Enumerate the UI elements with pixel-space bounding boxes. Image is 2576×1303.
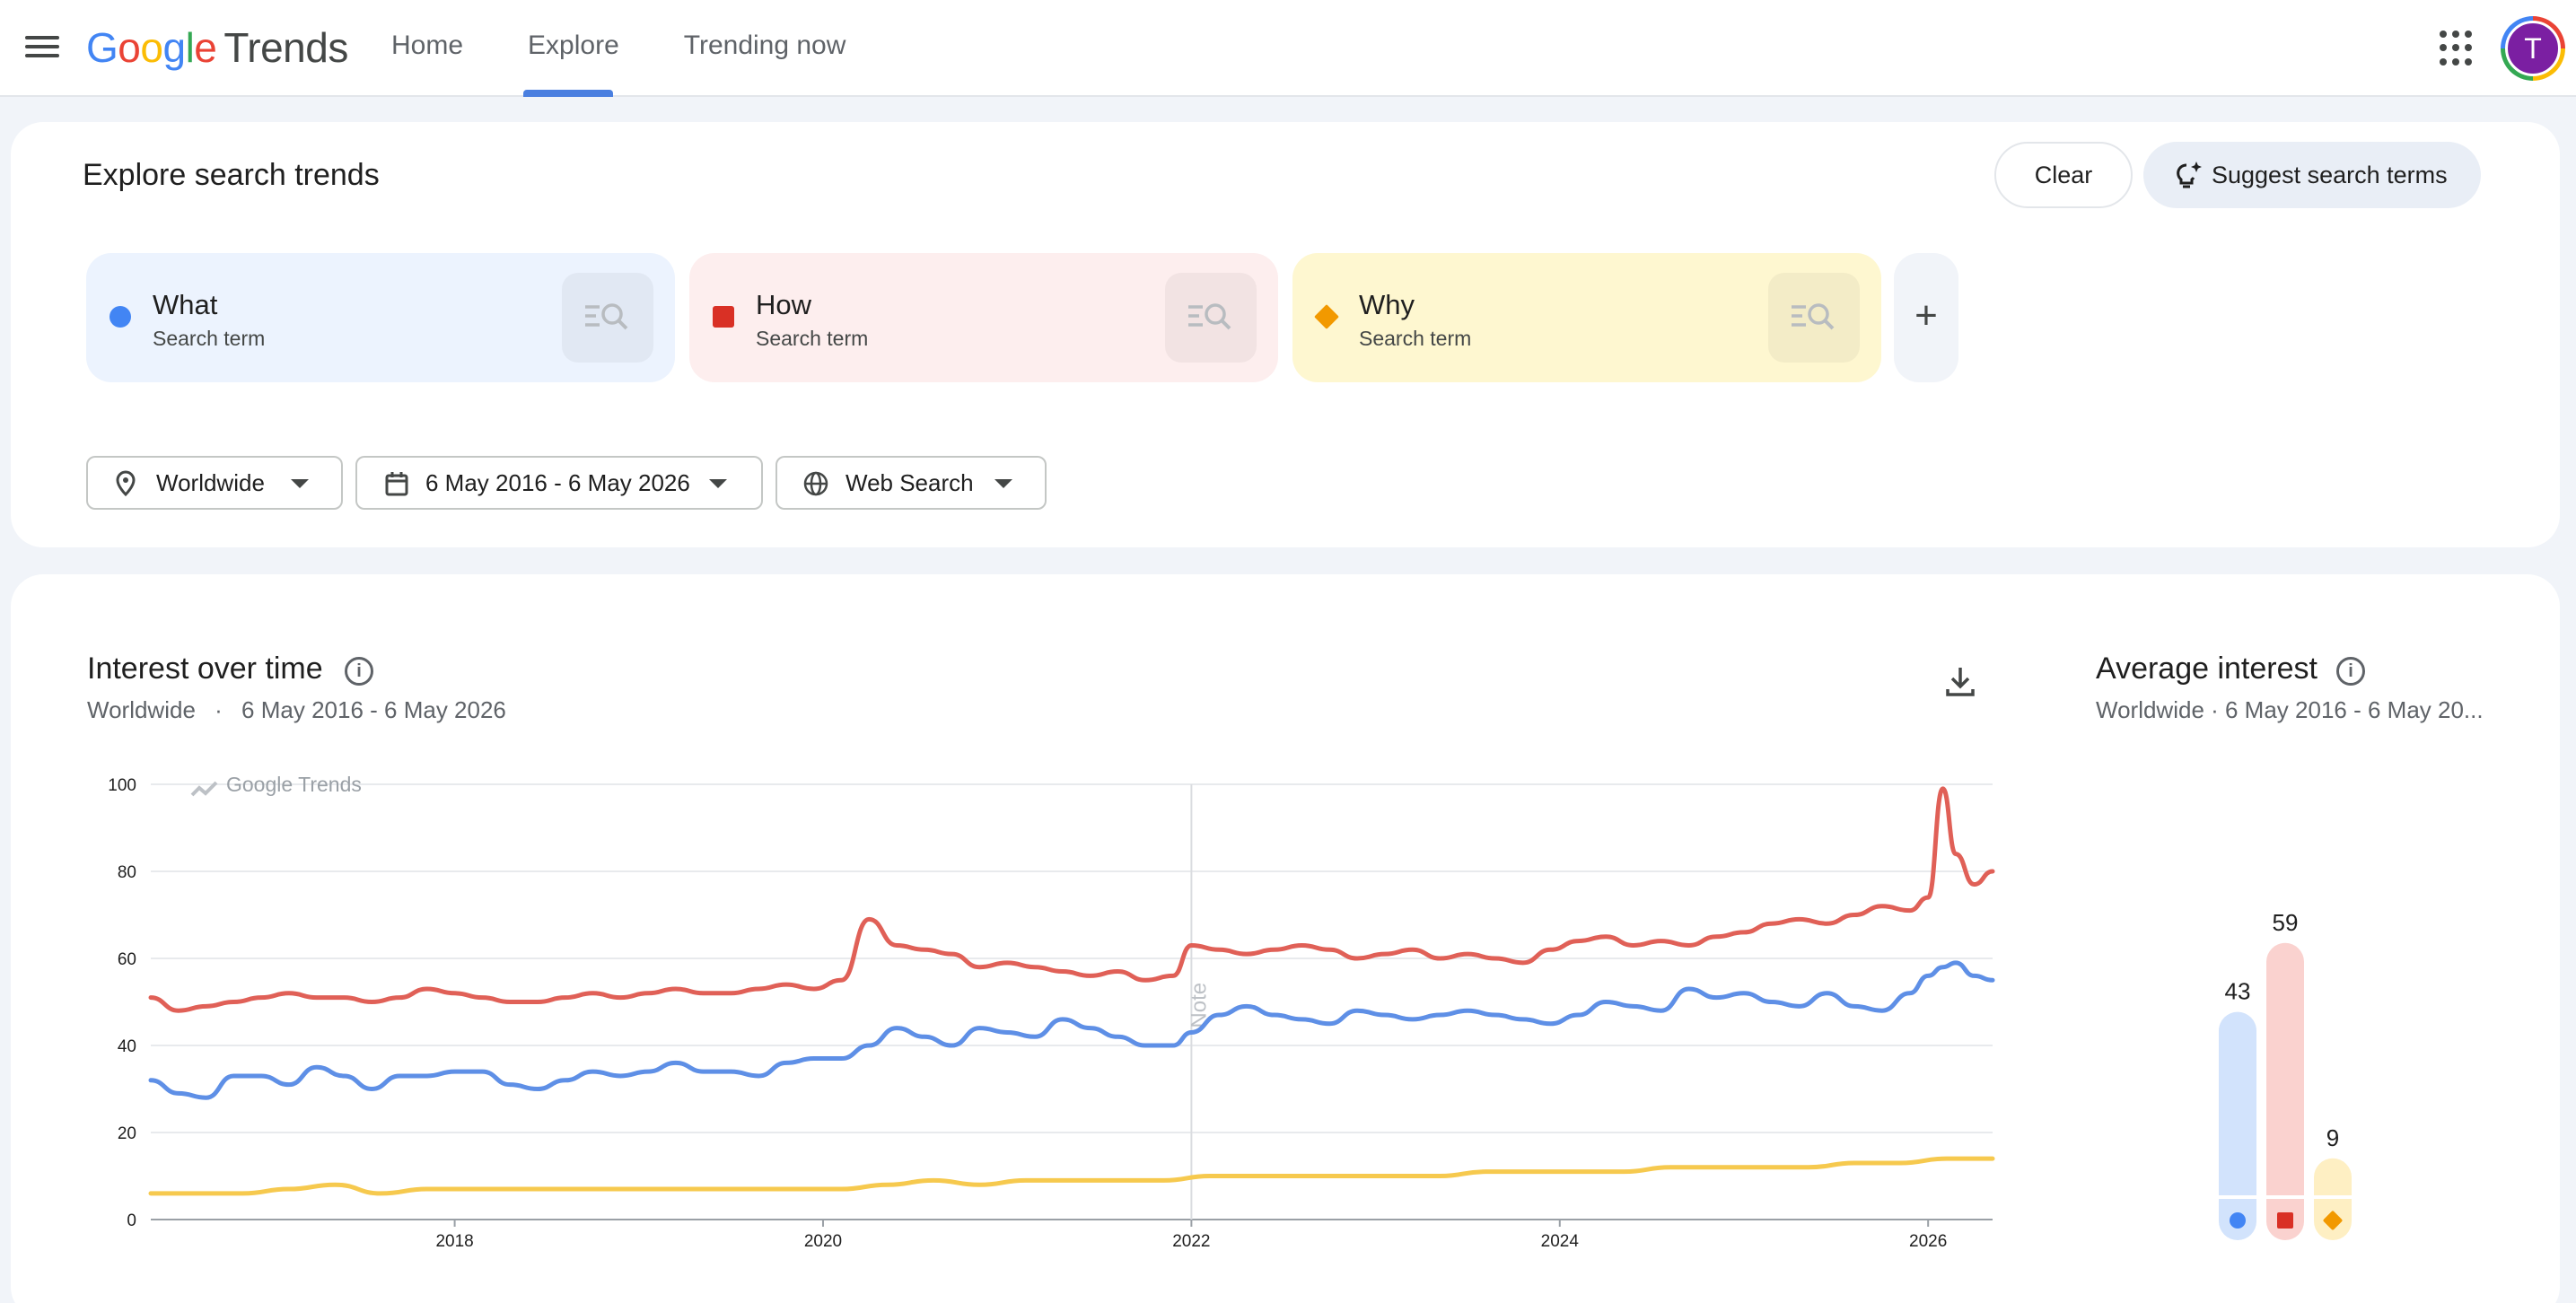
active-tab-indicator (523, 90, 613, 97)
bar-what (2219, 1011, 2256, 1240)
series-line-why (148, 1156, 1995, 1196)
average-interest-title: Average interest (2096, 652, 2318, 686)
term-name: What (153, 289, 218, 320)
why-series-marker (1314, 304, 1339, 329)
menu-icon[interactable] (25, 31, 59, 65)
avatar: T (2505, 21, 2561, 76)
info-icon[interactable]: i (2336, 657, 2365, 686)
calendar-icon (385, 472, 408, 496)
average-interest-chart: 43 59 9 (2219, 909, 2352, 1240)
term-name: Why (1359, 289, 1415, 320)
chevron-down-icon (709, 479, 727, 488)
y-tick-label: 100 (108, 776, 136, 795)
chevron-down-icon (994, 479, 1012, 488)
bar-why (2314, 1158, 2352, 1240)
query-options-button[interactable] (1165, 273, 1257, 363)
query-options-button[interactable] (562, 273, 653, 363)
main-nav: Home Explore Trending now (359, 0, 878, 97)
query-search-icon (1792, 303, 1835, 330)
series-line-how (148, 786, 1995, 1013)
nav-trending-now[interactable]: Trending now (683, 31, 846, 60)
search-term-why[interactable]: Why Search term (1292, 253, 1881, 382)
query-options-button[interactable] (1768, 273, 1860, 363)
download-icon[interactable] (1942, 664, 1978, 700)
y-tick-label: 0 (127, 1211, 136, 1230)
query-search-icon (585, 303, 628, 330)
y-tick-label: 60 (118, 950, 136, 969)
term-type: Search term (153, 327, 266, 350)
suggest-search-terms-button[interactable]: Suggest search terms (2143, 142, 2481, 208)
what-series-marker (110, 306, 131, 328)
page-title: Explore search trends (83, 158, 380, 192)
query-search-icon (1188, 303, 1231, 330)
bar-value-label: 43 (2225, 978, 2251, 1005)
search-type-filter[interactable]: Web Search (775, 456, 1047, 510)
clear-button[interactable]: Clear (1994, 142, 2133, 208)
bar-value-label: 59 (2273, 909, 2299, 936)
sparkle-bulb-icon (2177, 162, 2202, 188)
date-range-value: 6 May 2016 - 6 May 2026 (425, 469, 690, 496)
bar-how (2266, 942, 2304, 1240)
chevron-down-icon (291, 479, 309, 488)
add-search-term-button[interactable]: + (1894, 253, 1958, 382)
average-interest-subtitle: Worldwide · 6 May 2016 - 6 May 20... (2096, 696, 2484, 723)
x-tick-label: 2026 (1909, 1232, 1947, 1251)
x-tick-label: 2024 (1541, 1232, 1580, 1251)
search-term-what[interactable]: What Search term (86, 253, 675, 382)
apps-grid-icon[interactable] (2440, 31, 2475, 66)
nav-home[interactable]: Home (391, 31, 464, 60)
date-range-filter[interactable]: 6 May 2016 - 6 May 2026 (355, 456, 763, 510)
location-value: Worldwide (156, 469, 265, 496)
google-trends-watermark-icon (190, 781, 218, 797)
y-tick-label: 80 (118, 863, 136, 882)
suggest-label: Suggest search terms (2212, 162, 2448, 188)
interest-over-time-title: Interest over time (87, 652, 323, 686)
series-line-what (148, 960, 1995, 1100)
y-tick-label: 20 (118, 1124, 136, 1143)
account-button[interactable]: T (2501, 16, 2565, 81)
term-name: How (756, 289, 812, 320)
location-pin-icon (116, 470, 136, 497)
interest-over-time-subtitle: Worldwide · 6 May 2016 - 6 May 2026 (87, 696, 506, 723)
search-type-value: Web Search (846, 469, 974, 496)
x-tick-label: 2022 (1172, 1232, 1210, 1251)
google-trends-watermark: Google Trends (226, 773, 362, 796)
term-type: Search term (756, 327, 869, 350)
location-filter[interactable]: Worldwide (86, 456, 343, 510)
info-icon[interactable]: i (345, 657, 373, 686)
nav-explore[interactable]: Explore (528, 31, 619, 60)
bar-value-label: 9 (2326, 1124, 2339, 1151)
google-trends-logo[interactable]: Google Trends (86, 24, 348, 71)
globe-icon (803, 471, 828, 496)
how-series-marker (713, 306, 734, 328)
y-tick-label: 40 (118, 1037, 136, 1056)
search-term-how[interactable]: How Search term (689, 253, 1278, 382)
how-marker-icon (2277, 1212, 2293, 1229)
term-type: Search term (1359, 327, 1472, 350)
why-marker-icon (2323, 1211, 2343, 1230)
what-marker-icon (2230, 1212, 2246, 1229)
top-bar: Google Trends Home Explore Trending now T (0, 0, 2576, 97)
x-tick-label: 2018 (435, 1232, 473, 1251)
interest-card (11, 574, 2560, 1303)
x-tick-label: 2020 (804, 1232, 842, 1251)
